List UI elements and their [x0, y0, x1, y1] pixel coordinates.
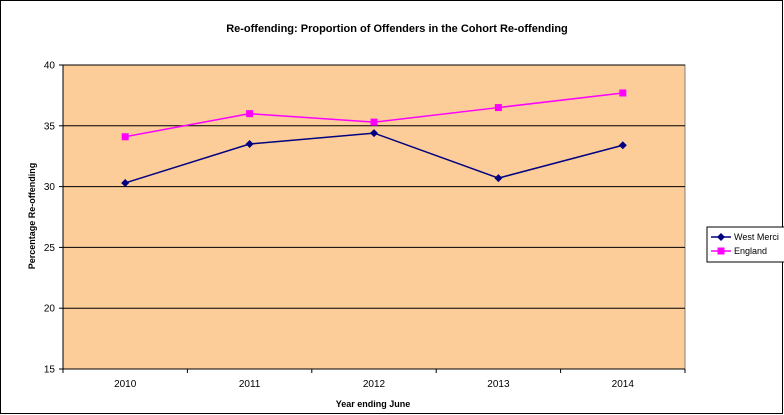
series-group: [121, 89, 627, 187]
x-tick-label: 2010: [114, 379, 137, 390]
data-point: [494, 174, 503, 183]
data-point: [370, 129, 378, 138]
x-axis: 2010 2011 2012 2013 2014: [62, 368, 686, 390]
data-point: [121, 133, 129, 141]
legend-label: West Merci: [734, 232, 779, 242]
y-axis-title: Percentage Re-offending: [27, 163, 37, 270]
y-tick-label: 25: [44, 243, 56, 254]
y-tick-label: 30: [44, 182, 56, 193]
legend-marker: [717, 233, 725, 241]
y-tick-label: 20: [44, 304, 56, 315]
data-point: [370, 118, 378, 126]
y-axis: 15 20 25 30 35 40: [44, 61, 64, 376]
chart-title: Re-offending: Proportion of Offenders in…: [226, 23, 568, 35]
legend-box: [706, 226, 784, 263]
x-tick-label: 2011: [239, 379, 261, 390]
legend-marker: [717, 247, 725, 255]
data-point: [619, 89, 627, 97]
data-point: [245, 140, 254, 149]
x-tick-label: 2014: [612, 379, 635, 390]
x-tick-label: 2012: [363, 379, 386, 390]
y-tick-label: 35: [44, 121, 56, 132]
plot-area: [62, 64, 686, 370]
y-tick-label: 40: [44, 61, 56, 72]
legend: West Merci England: [706, 226, 784, 263]
series-england: [121, 89, 627, 141]
data-point: [494, 104, 502, 112]
y-tick-label: 15: [44, 365, 56, 376]
data-point: [618, 141, 627, 150]
legend-label: England: [734, 246, 767, 256]
series-west-merci: [121, 129, 627, 187]
data-point: [121, 178, 130, 187]
x-tick-label: 2013: [487, 379, 510, 390]
x-axis-title: Year ending June: [336, 399, 411, 409]
data-point: [246, 110, 254, 118]
